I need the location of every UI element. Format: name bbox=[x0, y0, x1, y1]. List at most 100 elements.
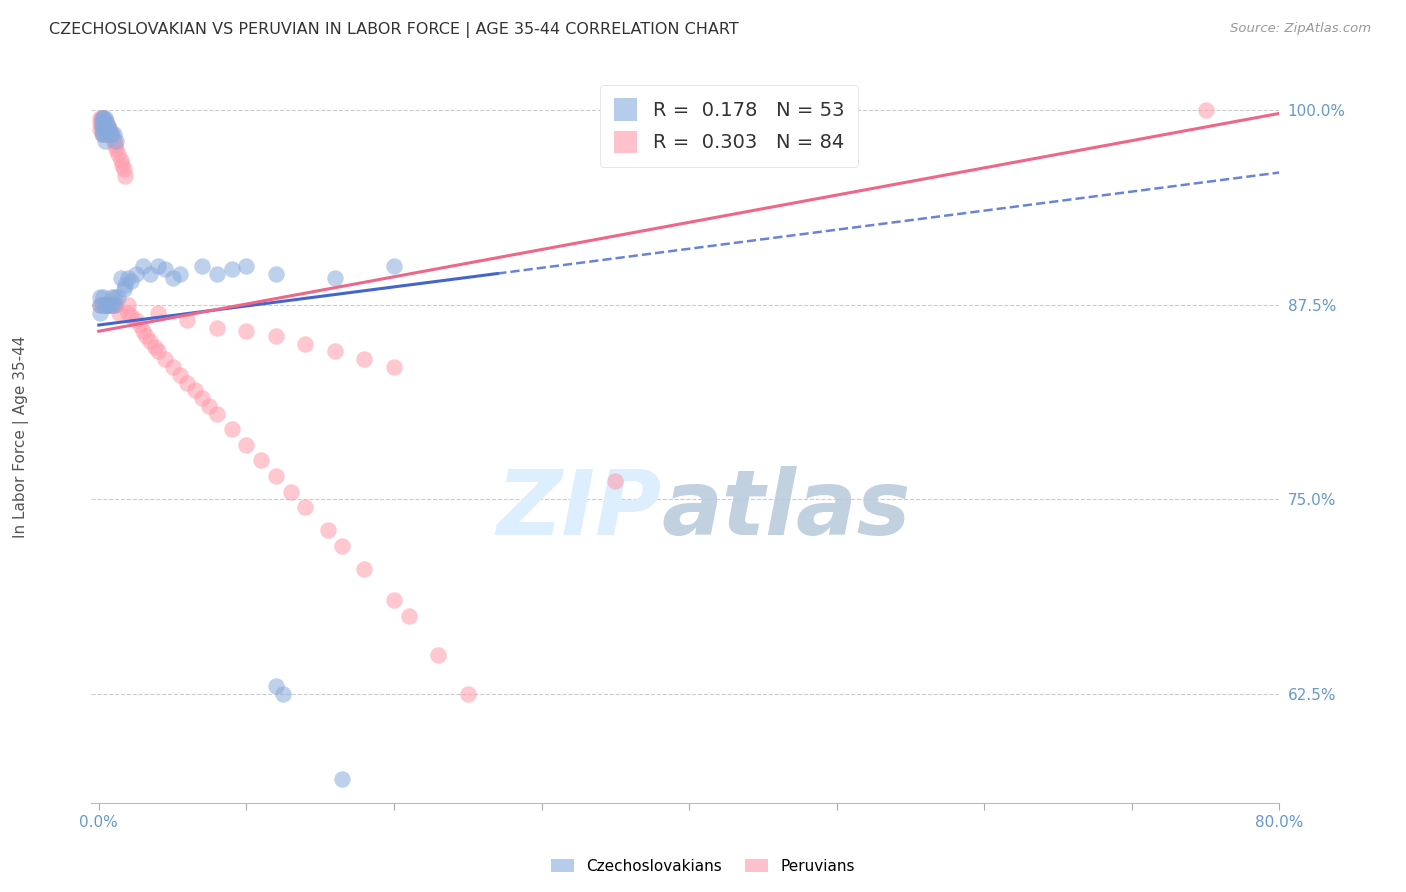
Point bbox=[264, 329, 287, 343]
Point bbox=[89, 122, 111, 136]
Point bbox=[90, 119, 112, 133]
Point bbox=[89, 111, 111, 125]
Point bbox=[330, 539, 353, 553]
Point bbox=[93, 122, 115, 136]
Point bbox=[132, 259, 155, 273]
Point bbox=[97, 119, 120, 133]
Point bbox=[112, 282, 135, 296]
Point bbox=[108, 305, 131, 319]
Point bbox=[250, 453, 273, 467]
Point bbox=[103, 135, 125, 149]
Point bbox=[139, 267, 162, 281]
Point bbox=[457, 687, 479, 701]
Point bbox=[105, 135, 128, 149]
Point bbox=[143, 340, 166, 354]
Point bbox=[94, 114, 117, 128]
Point bbox=[93, 111, 115, 125]
Point bbox=[94, 122, 117, 136]
Point bbox=[103, 298, 125, 312]
Point bbox=[117, 271, 139, 285]
Point bbox=[91, 290, 114, 304]
Point bbox=[107, 146, 129, 161]
Point bbox=[264, 679, 287, 693]
Point bbox=[382, 259, 405, 273]
Point bbox=[103, 127, 125, 141]
Point bbox=[146, 305, 169, 319]
Legend: R =  0.178   N = 53, R =  0.303   N = 84: R = 0.178 N = 53, R = 0.303 N = 84 bbox=[600, 85, 858, 167]
Point bbox=[264, 469, 287, 483]
Point bbox=[110, 271, 132, 285]
Point bbox=[93, 116, 115, 130]
Point bbox=[176, 313, 198, 327]
Point bbox=[90, 116, 112, 130]
Point bbox=[89, 298, 111, 312]
Text: CZECHOSLOVAKIAN VS PERUVIAN IN LABOR FORCE | AGE 35-44 CORRELATION CHART: CZECHOSLOVAKIAN VS PERUVIAN IN LABOR FOR… bbox=[49, 22, 740, 38]
Point bbox=[91, 111, 114, 125]
Point bbox=[89, 305, 111, 319]
Point bbox=[94, 127, 117, 141]
Point bbox=[353, 562, 375, 576]
Point bbox=[398, 609, 420, 624]
Point bbox=[153, 262, 176, 277]
Point bbox=[191, 391, 214, 405]
Point bbox=[97, 298, 120, 312]
Point bbox=[382, 359, 405, 374]
Point bbox=[132, 324, 155, 338]
Point bbox=[169, 267, 191, 281]
Point bbox=[97, 298, 120, 312]
Point bbox=[90, 111, 112, 125]
Point bbox=[93, 298, 115, 312]
Point bbox=[98, 122, 121, 136]
Point bbox=[124, 267, 146, 281]
Point bbox=[605, 474, 627, 488]
Point bbox=[120, 309, 142, 323]
Point bbox=[100, 298, 122, 312]
Point bbox=[94, 122, 117, 136]
Point bbox=[90, 298, 112, 312]
Point bbox=[235, 324, 257, 338]
Point bbox=[221, 422, 243, 436]
Text: Source: ZipAtlas.com: Source: ZipAtlas.com bbox=[1230, 22, 1371, 36]
Text: ZIP: ZIP bbox=[496, 467, 662, 554]
Point bbox=[353, 352, 375, 367]
Point bbox=[101, 298, 124, 312]
Point bbox=[104, 290, 127, 304]
Point bbox=[98, 298, 121, 312]
Point bbox=[93, 119, 115, 133]
Point bbox=[169, 368, 191, 382]
Point bbox=[139, 334, 162, 348]
Point bbox=[382, 593, 405, 607]
Point bbox=[323, 271, 346, 285]
Point bbox=[100, 127, 122, 141]
Point bbox=[91, 122, 114, 136]
Point bbox=[91, 111, 114, 125]
Y-axis label: In Labor Force | Age 35-44: In Labor Force | Age 35-44 bbox=[13, 336, 30, 538]
Point bbox=[90, 116, 112, 130]
Point bbox=[91, 116, 114, 130]
Point bbox=[323, 344, 346, 359]
Point bbox=[112, 162, 135, 177]
Point bbox=[117, 298, 139, 312]
Point bbox=[205, 321, 228, 335]
Point bbox=[93, 135, 115, 149]
Point bbox=[91, 298, 114, 312]
Point bbox=[97, 127, 120, 141]
Point bbox=[264, 267, 287, 281]
Point bbox=[101, 290, 124, 304]
Point bbox=[120, 275, 142, 289]
Point bbox=[427, 648, 450, 662]
Point bbox=[114, 169, 136, 183]
Point bbox=[117, 305, 139, 319]
Point bbox=[330, 772, 353, 787]
Point bbox=[124, 313, 146, 327]
Point bbox=[176, 376, 198, 390]
Point bbox=[100, 127, 122, 141]
Point bbox=[94, 298, 117, 312]
Point bbox=[1195, 103, 1218, 118]
Point bbox=[221, 262, 243, 277]
Point bbox=[110, 153, 132, 167]
Point bbox=[105, 298, 128, 312]
Point bbox=[294, 336, 316, 351]
Point bbox=[235, 438, 257, 452]
Point bbox=[146, 259, 169, 273]
